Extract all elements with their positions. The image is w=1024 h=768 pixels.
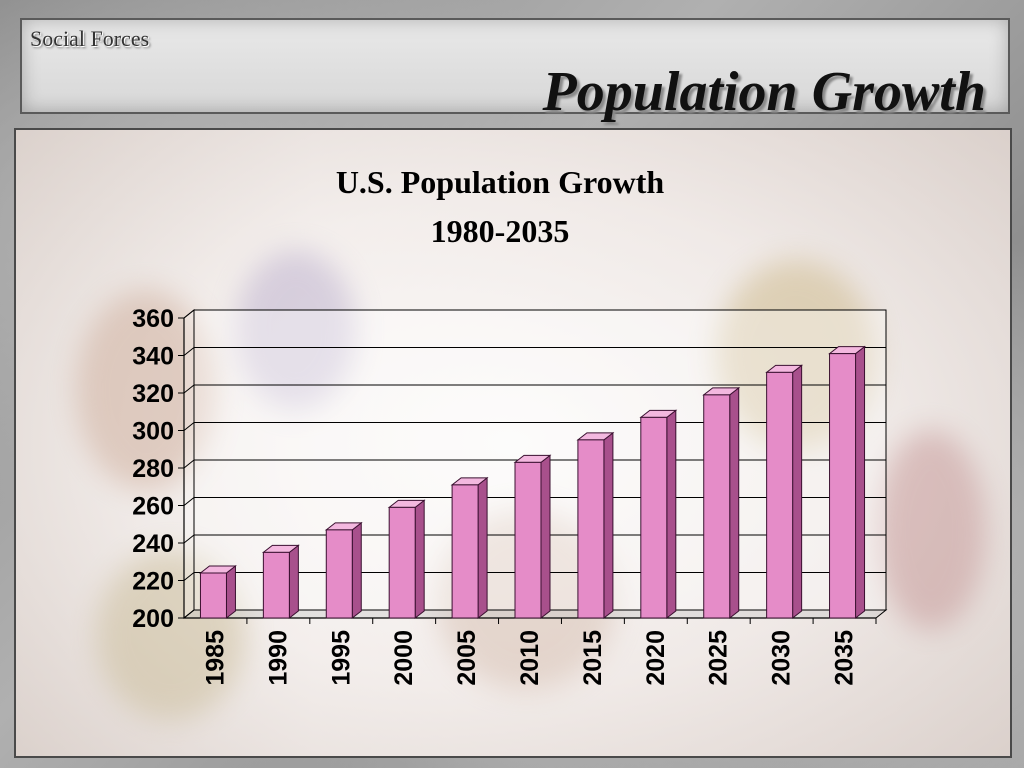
bar [640,416,668,619]
y-tick-label: 200 [132,605,174,633]
bar [325,529,353,619]
bar [829,353,857,619]
bar-side [792,364,803,620]
bar-side [225,564,236,620]
x-tick-label: 1985 [201,630,229,686]
y-tick-label: 260 [132,493,174,521]
bar [199,572,227,619]
bar [514,461,542,619]
x-tick-label: 1995 [327,630,355,686]
x-tick-label: 2025 [705,630,733,686]
bar [262,551,290,619]
background-photo-blob [236,250,356,410]
bar-side [288,544,299,620]
x-tick-label: 2005 [453,630,481,686]
header-panel: Social Forces Population Growth [20,18,1010,123]
bar-side [540,454,551,620]
y-tick-label: 360 [132,305,174,333]
x-tick-label: 2020 [642,630,670,686]
x-tick-label: 2035 [831,630,859,686]
y-tick-label: 280 [132,455,174,483]
x-tick-label: 1990 [264,630,292,686]
section-label: Social Forces [30,26,150,51]
background-photo-blob [76,290,216,490]
y-tick-label: 300 [132,418,174,446]
bar [577,439,605,619]
slide-title: Population Growth [542,61,986,123]
x-tick-label: 2000 [390,630,418,686]
y-tick-label: 320 [132,380,174,408]
bar-side [729,386,740,620]
bar-side [855,345,866,620]
bar-side [414,499,425,620]
gridline [183,347,886,356]
bar-side [666,409,677,620]
gridline [183,309,886,319]
bar [388,506,416,619]
bar [451,484,479,619]
y-tick-label: 220 [132,568,174,596]
y-tick-label: 240 [132,530,174,558]
bar-side [477,476,488,620]
bar [766,371,794,619]
bar-side [351,521,362,620]
x-tick-label: 2030 [768,630,796,686]
y-tick-label: 340 [132,343,174,371]
gridline [183,384,886,394]
bar [703,394,731,619]
chart-subtitle: 1980-2035 [431,213,570,249]
x-tick-label: 2015 [579,630,607,686]
bar-side [603,431,614,620]
chart-plot-area: 200 220 240 260 280 300 320 340 360 1985 1990 1995 2… [132,305,888,686]
chart-title: U.S. Population Growth [336,164,665,200]
x-tick-label: 2010 [516,630,544,686]
background-photo-blob [876,430,986,630]
